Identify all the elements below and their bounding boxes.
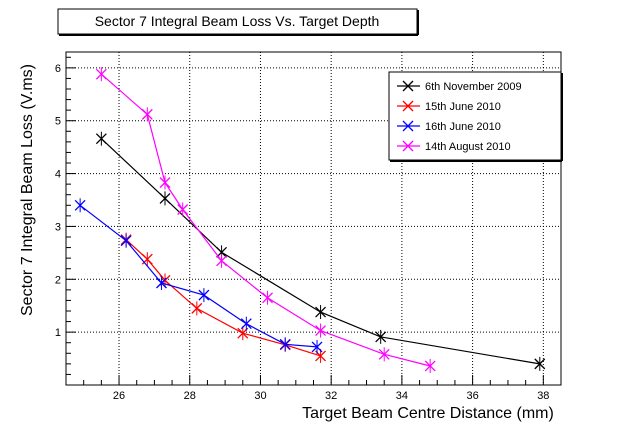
x-tick-label-0: 26 <box>113 390 125 402</box>
series-3-point-8 <box>424 358 436 373</box>
legend-marker-b <box>402 140 414 152</box>
legend-entry-2: 16th June 2010 <box>397 120 501 133</box>
legend-entry-0: 6th November 2009 <box>397 80 522 93</box>
series-3-point-5 <box>262 290 273 305</box>
x-tick-label-6: 38 <box>537 390 549 402</box>
y-tick-label-1: 2 <box>55 274 61 286</box>
series-0-point-4 <box>375 329 387 344</box>
x-tick-label-1: 28 <box>184 390 196 402</box>
x-tick-label-2: 30 <box>254 390 266 402</box>
series-group <box>74 67 546 373</box>
series-2-point-4 <box>240 316 252 331</box>
legend: 6th November 2009 15th June 2010 16th June… <box>388 71 563 162</box>
legend-marker-b <box>402 80 414 92</box>
series-0-point-1 <box>159 191 171 206</box>
y-tick-label-3: 4 <box>55 169 61 181</box>
series-2-point-5 <box>279 337 291 352</box>
series-0-point-3 <box>315 305 327 320</box>
series-1-point-3 <box>191 301 203 316</box>
series-line-0 <box>100 138 540 365</box>
legend-entry-1: 15th June 2010 <box>397 100 501 113</box>
series-3-point-3 <box>177 202 189 217</box>
series-2-point-3 <box>198 288 210 303</box>
legend-label: 6th November 2009 <box>425 81 522 93</box>
x-tick-label-5: 36 <box>466 390 478 402</box>
series-3-point-2 <box>159 175 171 190</box>
series-3-point-7 <box>378 347 390 362</box>
legend-label: 15th June 2010 <box>425 101 501 113</box>
series-2-point-1 <box>120 233 132 248</box>
legend-label: 14th August 2010 <box>425 141 511 153</box>
series-3-point-0 <box>95 67 107 82</box>
series-3-point-1 <box>141 107 153 122</box>
x-tick-label-4: 34 <box>396 390 408 402</box>
legend-entry-3: 14th August 2010 <box>397 140 511 153</box>
legend-label: 16th June 2010 <box>425 121 501 133</box>
series-2-point-0 <box>74 198 86 213</box>
series-0-point-5 <box>534 356 546 371</box>
title-frame <box>57 8 418 35</box>
legend-marker-b <box>402 120 414 132</box>
y-tick-label-4: 5 <box>55 116 61 128</box>
y-axis-label: Sector 7 Integral Beam Loss (V.ms) <box>19 64 36 316</box>
series-3-point-4 <box>216 253 228 268</box>
x-axis-label: Target Beam Centre Distance (mm) <box>302 405 554 422</box>
series-2-point-2 <box>156 275 167 290</box>
y-tick-label-2: 3 <box>55 221 61 233</box>
x-tick-label-3: 32 <box>325 390 337 402</box>
chart-title: Sector 7 Integral Beam Loss Vs. Target D… <box>95 13 380 29</box>
legend-frame <box>388 71 562 161</box>
title-box: Sector 7 Integral Beam Loss Vs. Target D… <box>57 8 419 36</box>
legend-marker-b <box>402 100 414 112</box>
y-tick-label-5: 6 <box>55 63 61 75</box>
series-0-point-0 <box>95 131 107 146</box>
series-2-point-6 <box>311 339 323 354</box>
y-tick-label-0: 1 <box>55 327 61 339</box>
series-3-point-6 <box>315 323 327 338</box>
